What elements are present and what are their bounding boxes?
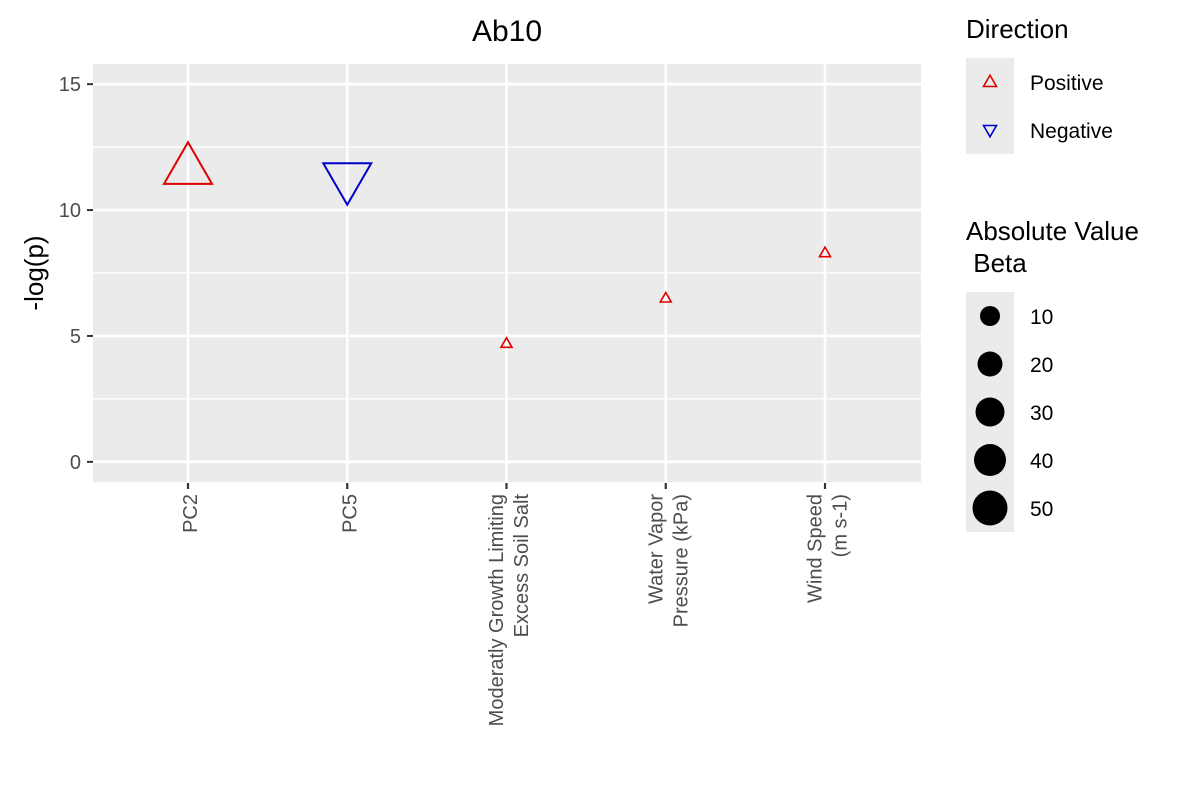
x-tick-label: Moderatly Growth Limiting xyxy=(486,494,508,726)
legend-size-label: 30 xyxy=(1030,402,1053,425)
y-tick-label: 0 xyxy=(70,452,81,474)
x-tick-label: Excess Soil Salt xyxy=(511,494,533,638)
y-axis-label: -log(p) xyxy=(19,235,49,310)
legend-size-title-line2: Beta xyxy=(966,248,1027,278)
legend-size-key xyxy=(980,306,1000,326)
legend-direction: Direction Positive Negative xyxy=(966,14,1113,154)
major-gridlines xyxy=(93,64,921,482)
x-axis: PC2 PC5 Moderatly Growth Limiting Excess So… xyxy=(180,483,852,726)
legend-size-key xyxy=(972,490,1008,526)
data-point xyxy=(321,162,373,207)
legend-size-label: 50 xyxy=(1030,498,1053,521)
data-points xyxy=(162,140,832,349)
x-tick-label: Wind Speed xyxy=(805,494,827,603)
legend-size-label: 20 xyxy=(1030,354,1053,377)
y-axis: 0 5 10 15 xyxy=(59,74,93,474)
y-tick-label: 10 xyxy=(59,200,81,222)
x-tick-label: PC5 xyxy=(339,494,361,533)
legend-size-label: 40 xyxy=(1030,450,1053,473)
legend-key-positive xyxy=(982,73,998,88)
legend-direction-box xyxy=(966,58,1014,154)
x-tick-label: (m s-1) xyxy=(830,494,852,557)
legend-size-key xyxy=(977,351,1003,377)
legend-label-positive: Positive xyxy=(1030,72,1104,95)
legend-size-key xyxy=(974,444,1006,476)
legend-size-key xyxy=(975,397,1005,427)
legend-label-negative: Negative xyxy=(1030,120,1113,143)
data-point xyxy=(658,290,673,303)
data-point xyxy=(162,140,214,185)
legend-size-label: 10 xyxy=(1030,306,1053,329)
data-point xyxy=(818,245,832,258)
y-tick-label: 5 xyxy=(70,326,81,348)
data-point xyxy=(499,336,514,349)
y-tick-label: 15 xyxy=(59,74,81,96)
x-tick-label: Pressure (kPa) xyxy=(670,494,692,627)
legend-size: Absolute Value Beta 10 20 30 40 50 xyxy=(966,216,1139,532)
legend-direction-title: Direction xyxy=(966,14,1069,44)
chart-title: Ab10 xyxy=(472,15,542,48)
legend-key-negative xyxy=(982,124,998,139)
x-tick-label: PC2 xyxy=(180,494,202,533)
x-tick-label: Water Vapor xyxy=(645,494,667,604)
legend-size-title-line1: Absolute Value xyxy=(966,216,1139,246)
